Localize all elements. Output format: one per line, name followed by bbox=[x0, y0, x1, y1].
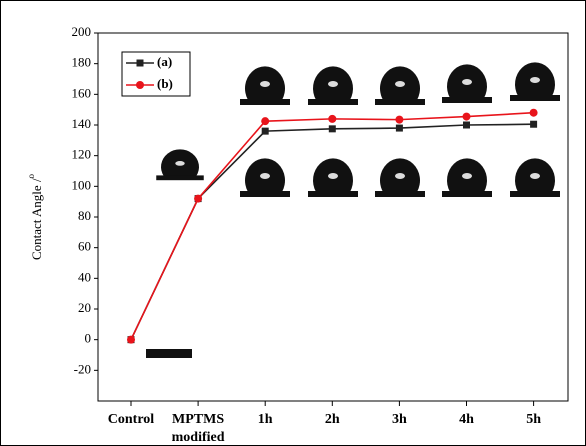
marker bbox=[530, 121, 537, 128]
y-tick-label: 0 bbox=[85, 331, 92, 346]
x-tick-label: MPTMS modified bbox=[172, 412, 225, 445]
legend-marker bbox=[137, 60, 144, 67]
x-tick-label-line: MPTMS bbox=[172, 412, 224, 427]
legend-label: (a) bbox=[157, 54, 172, 69]
droplet-images bbox=[146, 62, 560, 358]
x-tick-label: 2h bbox=[325, 412, 340, 427]
y-tick-label: 60 bbox=[78, 239, 91, 254]
y-label-text: Contact Angle / bbox=[29, 178, 44, 260]
marker bbox=[127, 336, 135, 344]
marker bbox=[463, 122, 470, 129]
marker bbox=[396, 125, 403, 132]
legend-label: (b) bbox=[157, 76, 173, 91]
marker bbox=[530, 109, 538, 117]
series-line bbox=[131, 113, 534, 340]
y-label-superscript: o bbox=[26, 173, 36, 178]
x-tick-label-line: modified bbox=[172, 430, 225, 445]
y-tick-label: 20 bbox=[78, 300, 91, 315]
x-tick-label: 1h bbox=[258, 412, 273, 427]
legend bbox=[122, 52, 190, 96]
chart: Contact Angle /o -20 0 20 40 60 80 100 120 140 16… bbox=[0, 0, 586, 446]
marker bbox=[395, 116, 403, 124]
y-tick-label: -20 bbox=[74, 361, 91, 376]
marker bbox=[329, 125, 336, 132]
y-tick-label: 140 bbox=[72, 116, 92, 131]
x-tick-label: 5h bbox=[526, 412, 541, 427]
legend-marker bbox=[136, 81, 144, 89]
y-axis-label: Contact Angle /o bbox=[26, 173, 44, 260]
y-tick-label: 180 bbox=[72, 55, 92, 70]
y-tick-label: 100 bbox=[72, 177, 92, 192]
x-tick-label: Control bbox=[108, 412, 155, 427]
marker bbox=[194, 195, 202, 203]
x-tick-label: 4h bbox=[459, 412, 474, 427]
marker bbox=[463, 113, 471, 121]
marker bbox=[262, 128, 269, 135]
y-tick-label: 40 bbox=[78, 269, 91, 284]
y-tick-label: 80 bbox=[78, 208, 91, 223]
x-tick-label: 3h bbox=[392, 412, 407, 427]
y-tick-label: 120 bbox=[72, 147, 92, 162]
y-tick-label: 200 bbox=[72, 24, 92, 39]
y-tick-label: 160 bbox=[72, 85, 92, 100]
marker bbox=[261, 117, 269, 125]
marker bbox=[328, 115, 336, 123]
